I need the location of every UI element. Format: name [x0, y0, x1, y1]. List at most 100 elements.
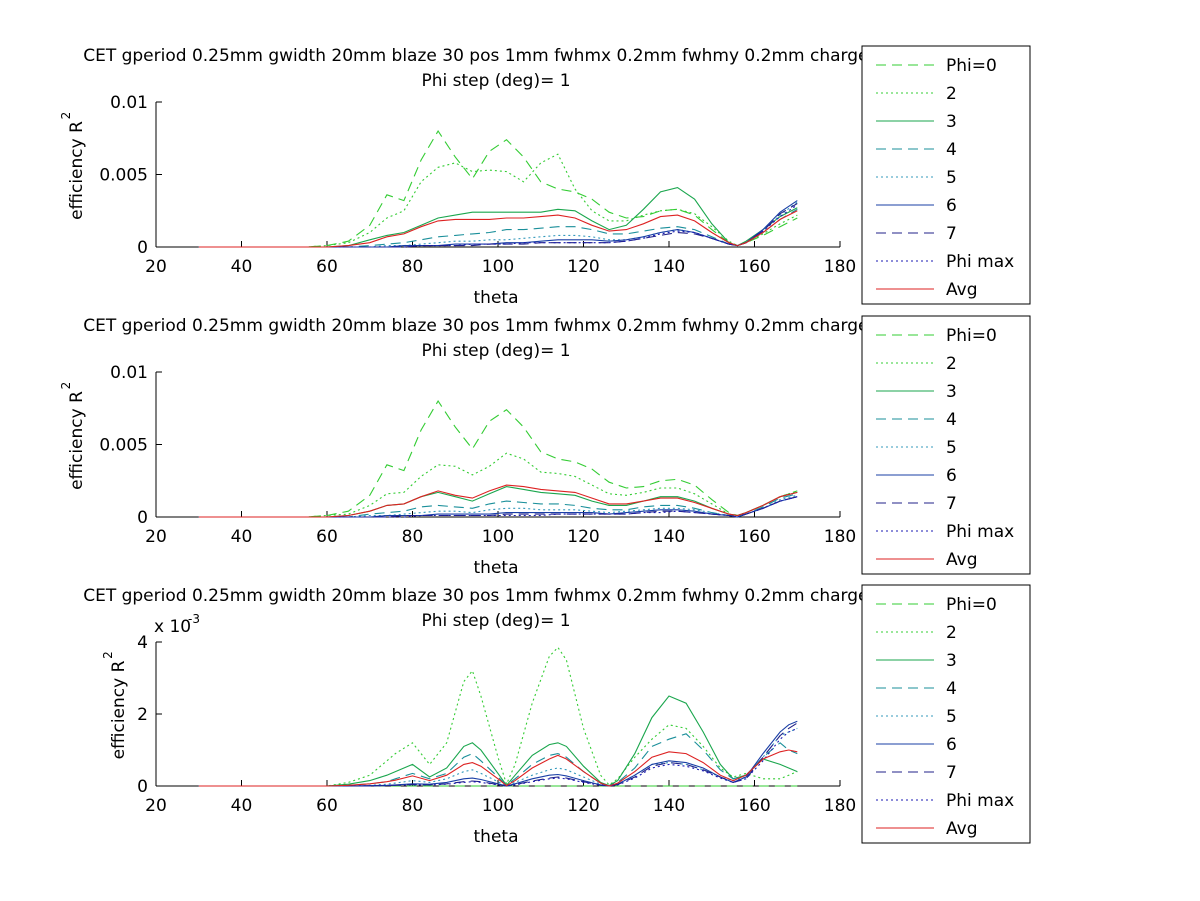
y-axis-label: efficiency R [109, 660, 129, 759]
x-tick-label: 100 [482, 796, 514, 816]
legend-label: 2 [946, 354, 957, 374]
series-line [198, 153, 798, 248]
legend-label: 2 [946, 623, 957, 643]
x-tick-label: 180 [824, 796, 856, 816]
series-line [198, 727, 798, 787]
legend-box [861, 584, 1031, 844]
y-tick-label: 0.01 [110, 363, 148, 383]
y-tick-label: 0 [137, 508, 148, 528]
y-exponent-superscript: -3 [188, 612, 200, 626]
x-tick-label: 100 [482, 527, 514, 547]
legend-label: 7 [946, 763, 957, 783]
x-tick-label: 60 [316, 796, 338, 816]
x-tick-label: 80 [402, 796, 424, 816]
legend-label: 7 [946, 494, 957, 514]
legend: Phi=0 2 3 4 5 6 7 Phi max Avg [861, 45, 1031, 305]
chart-title: CET gperiod 0.25mm gwidth 20mm blaze 30 … [83, 586, 1029, 606]
subplot-1: CET gperiod 0.25mm gwidth 20mm blaze 30 … [59, 45, 1031, 308]
y-axis-label-superscript: 2 [101, 651, 115, 659]
legend-label: 3 [946, 382, 957, 402]
x-tick-label: 180 [824, 257, 856, 277]
series-line [198, 733, 798, 787]
legend-label: Avg [946, 550, 978, 570]
series-line [198, 187, 798, 248]
series-line [198, 210, 798, 248]
series-line [198, 484, 798, 518]
x-axis-label: theta [474, 827, 519, 847]
x-tick-label: 120 [567, 527, 599, 547]
series-line [198, 695, 798, 787]
legend-label: Phi=0 [946, 326, 997, 346]
y-tick-label: 4 [137, 633, 148, 653]
chart-title: CET gperiod 0.25mm gwidth 20mm blaze 30 … [83, 316, 1029, 336]
y-tick-label: 0.005 [99, 436, 148, 456]
x-tick-label: 80 [402, 257, 424, 277]
legend-label: 7 [946, 224, 957, 244]
legend: Phi=0 2 3 4 5 6 7 Phi max Avg [861, 315, 1031, 575]
x-tick-label: 20 [145, 527, 167, 547]
y-tick-label: 0 [137, 238, 148, 258]
x-tick-label: 120 [567, 796, 599, 816]
series-line [198, 493, 798, 518]
x-tick-label: 160 [738, 796, 770, 816]
legend-label: Avg [946, 819, 978, 839]
series-line [198, 749, 798, 787]
x-tick-label: 140 [653, 257, 685, 277]
legend-label: Phi max [946, 252, 1014, 272]
legend-label: Phi max [946, 791, 1014, 811]
legend-label: 6 [946, 735, 957, 755]
y-tick-label: 0.005 [99, 166, 148, 186]
series-line [198, 646, 798, 787]
x-tick-label: 40 [231, 257, 253, 277]
subplot-2: CET gperiod 0.25mm gwidth 20mm blaze 30 … [59, 315, 1031, 578]
series-line [198, 496, 798, 518]
series-line [198, 496, 798, 518]
legend-label: 3 [946, 112, 957, 132]
y-tick-label: 0 [137, 777, 148, 797]
legend-label: 4 [946, 140, 957, 160]
series-line [198, 727, 798, 787]
chart-subtitle: Phi step (deg)= 1 [421, 341, 570, 361]
y-axis-label-superscript: 2 [59, 382, 73, 390]
legend-label: 5 [946, 168, 957, 188]
x-tick-label: 140 [653, 796, 685, 816]
x-tick-label: 160 [738, 257, 770, 277]
x-tick-label: 60 [316, 257, 338, 277]
legend-label: 5 [946, 707, 957, 727]
y-axis-label-superscript: 2 [59, 112, 73, 120]
legend-label: Phi=0 [946, 56, 997, 76]
legend-label: 6 [946, 466, 957, 486]
legend-label: 6 [946, 196, 957, 216]
legend-label: 2 [946, 84, 957, 104]
x-tick-label: 80 [402, 527, 424, 547]
x-tick-label: 180 [824, 527, 856, 547]
y-axis-label: efficiency R [67, 121, 87, 220]
y-exponent-label: x 10 [154, 617, 191, 637]
x-axis-label: theta [474, 288, 519, 308]
x-tick-label: 140 [653, 527, 685, 547]
legend-label: 5 [946, 438, 957, 458]
x-tick-label: 120 [567, 257, 599, 277]
y-tick-label: 0.01 [110, 93, 148, 113]
x-tick-label: 20 [145, 257, 167, 277]
series-line [198, 204, 798, 248]
legend-box [861, 45, 1031, 305]
legend-label: Phi max [946, 522, 1014, 542]
x-tick-label: 40 [231, 527, 253, 547]
chart-subtitle: Phi step (deg)= 1 [421, 611, 570, 631]
x-tick-label: 60 [316, 527, 338, 547]
legend-label: Phi=0 [946, 595, 997, 615]
y-axis-label: efficiency R [67, 391, 87, 490]
x-axis-label: theta [474, 558, 519, 578]
series-line [198, 452, 798, 518]
series-line [198, 722, 798, 787]
x-tick-label: 100 [482, 257, 514, 277]
series-line [198, 399, 798, 518]
x-tick-label: 20 [145, 796, 167, 816]
x-tick-label: 40 [231, 796, 253, 816]
legend-box [861, 315, 1031, 575]
legend-label: 4 [946, 679, 957, 699]
y-tick-label: 2 [137, 705, 148, 725]
chart-title: CET gperiod 0.25mm gwidth 20mm blaze 30 … [83, 46, 1029, 66]
